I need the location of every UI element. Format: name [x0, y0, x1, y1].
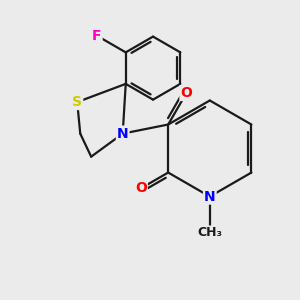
Text: CH₃: CH₃: [197, 226, 222, 239]
Text: N: N: [117, 127, 128, 141]
Text: S: S: [72, 95, 82, 109]
Text: O: O: [135, 181, 147, 195]
Text: O: O: [181, 86, 192, 100]
Text: N: N: [204, 190, 216, 204]
Text: F: F: [92, 29, 102, 43]
